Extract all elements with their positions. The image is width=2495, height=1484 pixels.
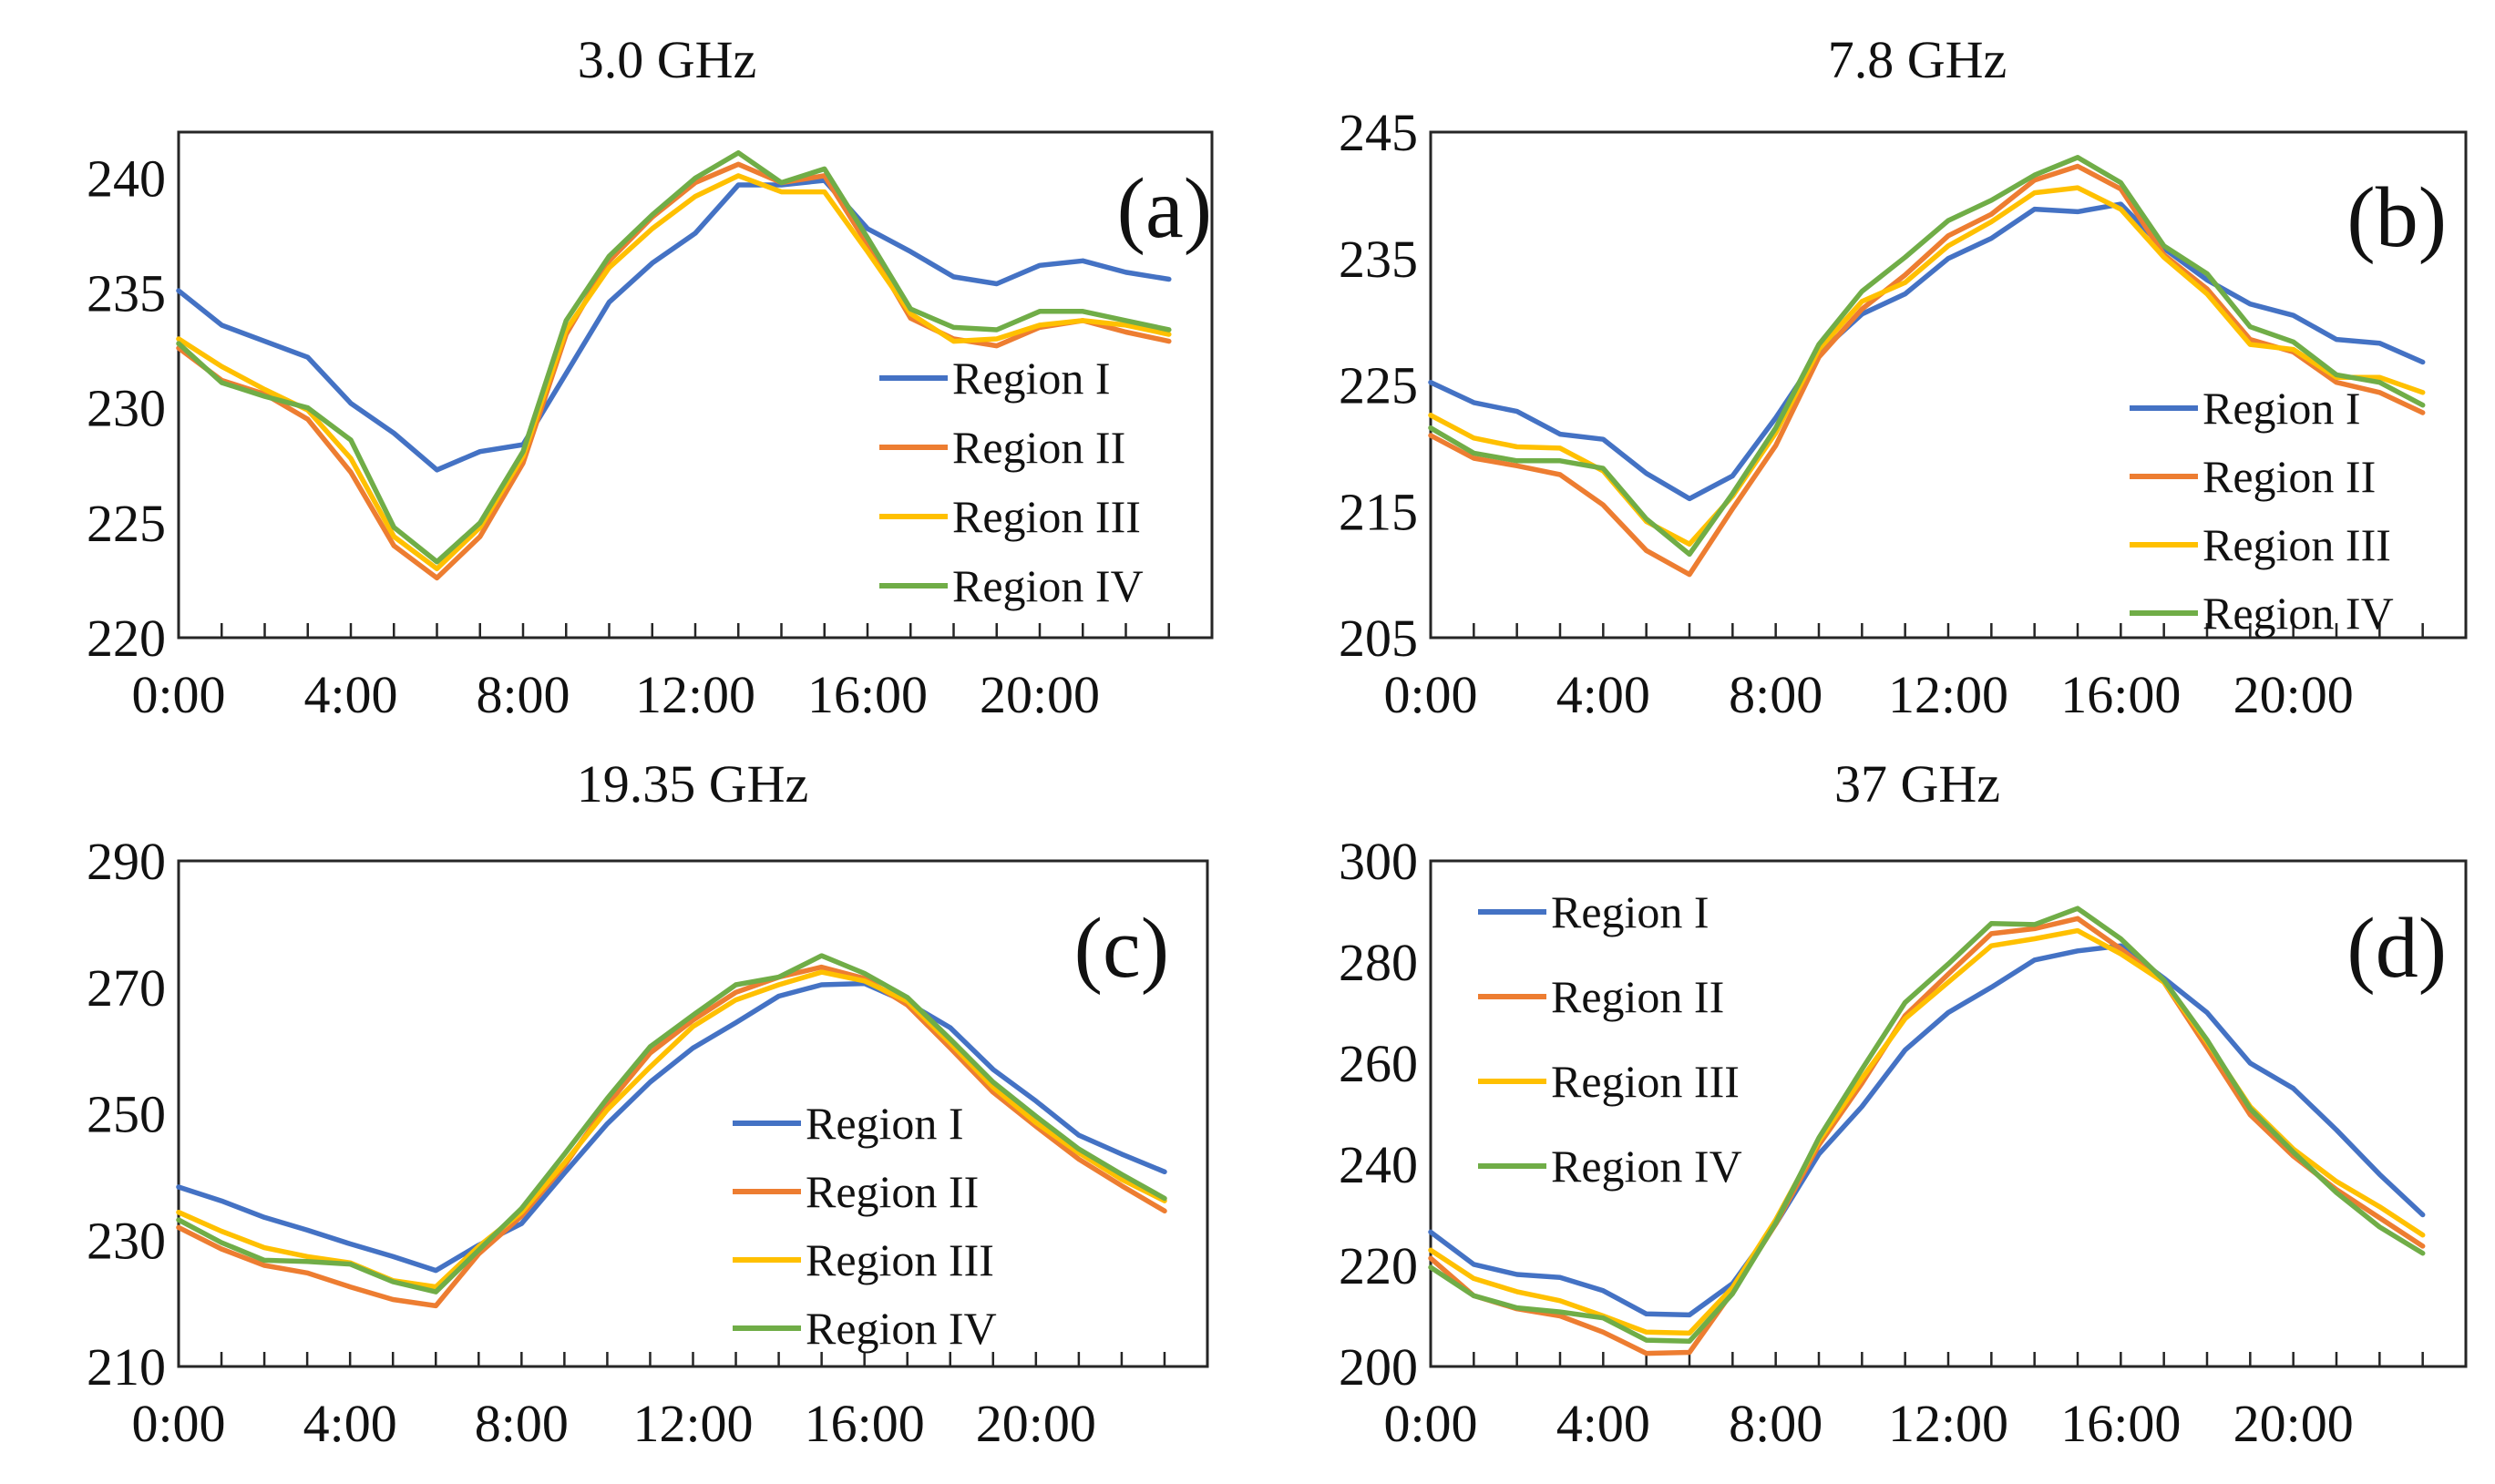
legend-label: Region I (1551, 886, 1710, 937)
x-tick-label: 12:00 (1888, 1394, 2008, 1453)
x-tick-label: 12:00 (635, 665, 755, 724)
y-tick-label: 225 (87, 494, 166, 553)
legend: Region I Region II Region III Region IV (1478, 886, 1742, 1192)
legend-label: Region I (2202, 383, 2361, 434)
legend-label: Region IV (2202, 588, 2394, 639)
legend-label: Region II (2202, 451, 2376, 502)
panel-label: (a) (1117, 161, 1212, 256)
legend-label: Region II (952, 422, 1125, 473)
y-tick-label: 210 (87, 1337, 166, 1397)
legend-label: Region IV (952, 560, 1144, 611)
series-line-region-i (1428, 943, 2426, 1318)
y-tick-label: 240 (1339, 1135, 1418, 1194)
y-tick-label: 230 (87, 1211, 166, 1270)
x-tick-label: 16:00 (807, 665, 928, 724)
legend-label: Region I (952, 353, 1111, 404)
series-line-region-i (1428, 201, 2426, 502)
x-tick-label: 12:00 (632, 1394, 753, 1453)
x-tick-label: 20:00 (980, 665, 1100, 724)
x-tick-label: 20:00 (2233, 665, 2354, 724)
x-tick-label: 16:00 (2060, 1394, 2181, 1453)
legend-label: Region IV (1551, 1141, 1742, 1192)
y-tick-label: 290 (87, 832, 166, 891)
x-tick-label: 4:00 (1556, 665, 1650, 724)
series-line-region-i (176, 980, 1167, 1274)
legend-label: Region III (1551, 1056, 1740, 1107)
y-tick-label: 270 (87, 958, 166, 1018)
x-tick-label: 0:00 (131, 1394, 225, 1453)
y-tick-label: 240 (87, 148, 166, 208)
y-tick-label: 220 (1339, 1236, 1418, 1295)
y-tick-label: 235 (1339, 230, 1418, 289)
y-tick-label: 220 (87, 609, 166, 668)
x-tick-label: 0:00 (1383, 1394, 1477, 1453)
chart-panel-d: 37 GHz 0:00 4:00 8:00 12:00 16:00 20:00 200 220 2… (1339, 754, 2468, 1453)
legend-label: Region III (806, 1234, 994, 1285)
x-tick-label: 8:00 (476, 665, 570, 724)
x-tick-label: 4:00 (303, 665, 397, 724)
y-tick-label: 200 (1339, 1337, 1418, 1397)
x-tick-label: 16:00 (2060, 665, 2181, 724)
panel-label: (c) (1074, 901, 1169, 996)
chart-title: 3.0 GHz (578, 30, 757, 89)
legend-label: Region II (1551, 971, 1724, 1022)
legend: Region I Region II Region III Region IV (733, 1098, 997, 1354)
chart-panel-b: 7.8 GHz 0:00 4:00 8:00 12:00 16:00 20:00 205 215… (1339, 30, 2468, 724)
legend-label: Region III (952, 491, 1141, 542)
chart-title: 19.35 GHz (577, 754, 809, 814)
y-tick-label: 230 (87, 379, 166, 438)
y-tick-label: 260 (1339, 1034, 1418, 1093)
x-tick-label: 4:00 (1556, 1394, 1650, 1453)
legend-label: Region IV (806, 1303, 997, 1354)
chart-panel-c: 19.35 GHz 0:00 4:00 8:00 12:00 16:00 20:00 210 2… (87, 754, 1209, 1453)
y-tick-label: 245 (1339, 103, 1418, 162)
x-tick-label: 20:00 (2233, 1394, 2354, 1453)
series-line-region-iv (1428, 155, 2426, 558)
panel-label: (b) (2346, 170, 2447, 265)
y-tick-label: 215 (1339, 482, 1418, 541)
x-tick-label: 8:00 (1729, 665, 1822, 724)
series-line-region-i (176, 178, 1172, 473)
panel-label: (d) (2346, 901, 2447, 996)
x-tick-label: 20:00 (976, 1394, 1096, 1453)
series-line-region-ii (1428, 163, 2426, 578)
y-tick-label: 280 (1339, 933, 1418, 992)
x-tick-label: 16:00 (805, 1394, 925, 1453)
series-line-region-ii (176, 964, 1167, 1309)
x-tick-label: 8:00 (475, 1394, 569, 1453)
series-line-region-iv (1428, 906, 2426, 1345)
series-line-region-iii (176, 969, 1167, 1290)
series-line-region-ii (176, 161, 1172, 581)
x-tick-label: 8:00 (1729, 1394, 1822, 1453)
series-line-region-ii (1428, 916, 2426, 1356)
legend-label: Region I (806, 1098, 964, 1149)
chart-title: 7.8 GHz (1828, 30, 2007, 89)
y-tick-label: 205 (1339, 609, 1418, 668)
y-tick-label: 225 (1339, 356, 1418, 415)
legend-label: Region III (2202, 519, 2391, 570)
x-tick-label: 4:00 (303, 1394, 397, 1453)
x-tick-label: 0:00 (1383, 665, 1477, 724)
y-tick-label: 300 (1339, 832, 1418, 891)
series-line-region-iii (176, 173, 1172, 572)
legend-label: Region II (806, 1166, 979, 1217)
legend: Region I Region II Region III Region IV (2130, 383, 2394, 639)
y-tick-label: 235 (87, 264, 166, 323)
x-tick-label: 12:00 (1888, 665, 2008, 724)
chart-title: 37 GHz (1834, 754, 2000, 814)
series-line-region-iv (176, 953, 1167, 1295)
chart-panel-a: 3.0 GHz 0:00 4:00 8:00 12:00 16:00 20:00 220 225… (87, 30, 1214, 724)
legend: Region I Region II Region III Region IV (879, 353, 1144, 611)
x-tick-label: 0:00 (131, 665, 225, 724)
y-tick-label: 250 (87, 1085, 166, 1144)
series-line-region-iv (176, 149, 1172, 565)
